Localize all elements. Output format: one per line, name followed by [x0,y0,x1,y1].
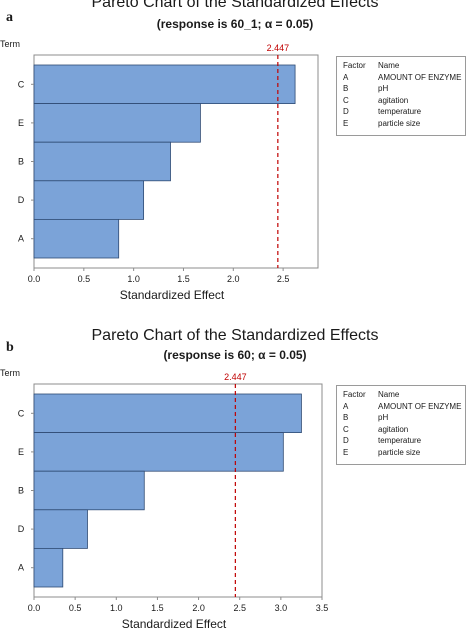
y-tick-label: D [18,195,25,205]
y-tick-label: B [18,157,24,167]
x-axis-title: Standardized Effect [120,288,225,302]
factor-code: E [343,118,349,128]
panel-label: a [6,10,13,25]
bar-E [33,432,284,472]
chart-title: Pareto Chart of the Standardized Effects [91,327,379,344]
chart-subtitle: (response is 60_1; α = 0.05) [156,17,314,31]
y-tick-label: B [18,486,24,496]
x-tick-label: 2.5 [233,603,246,613]
factor-code: B [343,84,349,93]
x-tick-label: 2.0 [227,274,240,284]
bar-B [33,470,145,511]
factor-name: agitation [378,424,409,434]
factor-name: particle size [378,118,421,128]
bar-C [33,64,296,104]
bar-E [33,103,201,143]
bar-C [33,393,302,433]
bar-D [33,509,88,549]
factor-code: C [343,424,349,434]
x-tick-label: 1.5 [151,603,164,613]
factor-code: E [343,447,349,457]
pareto-chart-a: a Pareto Chart of the Standardized Effec… [0,0,474,315]
factor-code: B [343,413,349,422]
chart-title: Pareto Chart of the Standardized Effects [91,0,379,11]
x-tick-label: 3.5 [316,603,329,613]
factor-name: Name [378,61,400,70]
bar-D [33,180,145,220]
bar-A [33,547,64,588]
factor-name: pH [378,413,389,422]
factor-name: Name [378,390,400,399]
factor-code: Factor [343,390,366,399]
critical-value-label: 2.447 [224,372,247,382]
x-tick-label: 1.0 [127,274,140,284]
x-tick-label: 0.0 [28,603,41,613]
factor-name: pH [378,84,389,93]
x-axis-title: Standardized Effect [122,617,227,631]
plot-area: C E B D A 0.0 0.5 1.0 1.5 2.0 2.5 3.0 3.5 2.447 Term St… [0,368,329,631]
factor-name: temperature [378,107,422,116]
y-tick-label: C [18,79,25,89]
x-tick-label: 2.5 [277,274,290,284]
y-axis-title: Term [0,368,20,378]
factor-name: temperature [378,436,422,445]
x-tick-label: 1.0 [110,603,123,613]
y-tick-label: D [18,524,25,534]
y-axis-title: Term [0,39,20,49]
x-tick-label: 0.5 [78,274,91,284]
factor-code: A [343,401,349,411]
y-tick-label: C [18,408,25,418]
factor-name: agitation [378,95,409,105]
bar-B [33,141,171,182]
plot-area: C E B D A 0.0 0.5 1.0 1.5 2.0 2.5 2.447 Term Standard… [0,39,319,302]
factor-code: C [343,95,349,105]
factor-name: AMOUNT OF ENZYME [378,72,462,82]
panel-label: b [6,340,14,355]
y-tick-label: E [18,118,24,128]
bar-A [33,218,120,259]
chart-subtitle: (response is 60; α = 0.05) [163,348,307,362]
factor-name: particle size [378,447,421,457]
x-tick-label: 2.0 [192,603,205,613]
critical-value-label: 2.447 [267,43,290,53]
pareto-chart-b: b Pareto Chart of the Standardized Effec… [0,318,474,633]
factor-code: Factor [343,61,366,70]
factor-name: AMOUNT OF ENZYME [378,401,462,411]
x-tick-label: 0.5 [69,603,82,613]
y-tick-label: A [18,563,24,573]
factor-code: D [343,436,349,445]
x-tick-label: 1.5 [177,274,190,284]
factor-code: D [343,107,349,116]
factor-code: A [343,72,349,82]
x-tick-label: 3.0 [275,603,288,613]
y-tick-label: A [18,234,24,244]
x-tick-label: 0.0 [28,274,41,284]
y-tick-label: E [18,447,24,457]
